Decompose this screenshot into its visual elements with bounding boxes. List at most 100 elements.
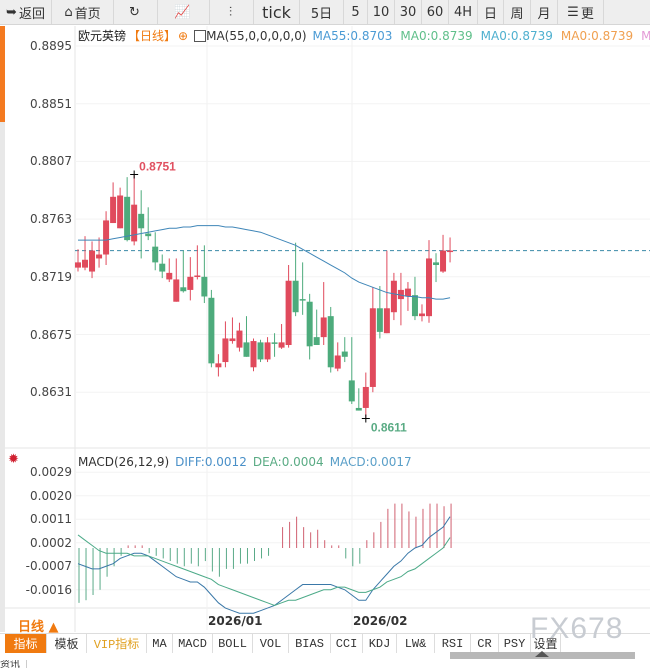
indicator-tabs: 指标 模板 VIP指标 MA MACD BOLL VOL BIAS CCI KDJ LW& RSI CR… — [0, 633, 650, 653]
toolbar-item-月[interactable]: 月 — [531, 0, 558, 24]
candle-body — [418, 313, 425, 317]
macd-tick-label: 0.0029 — [30, 465, 72, 480]
candle-body — [264, 342, 271, 360]
toolbar-item-refresh-icon[interactable]: ↻ — [114, 0, 158, 24]
tab-VIP指标[interactable]: VIP指标 — [87, 634, 147, 653]
crosshair-toggle-icon[interactable]: ⊕ — [178, 28, 189, 43]
ma-settings[interactable]: MA(55,0,0,0,0,0) — [206, 28, 307, 43]
side-handle[interactable] — [0, 26, 5, 122]
candle-body — [75, 262, 81, 268]
toolbar-item-周[interactable]: 周 — [504, 0, 531, 24]
toolbar-label: 60 — [426, 4, 444, 20]
toolbar-item-tick[interactable]: tick — [254, 0, 300, 24]
candle-body — [166, 272, 173, 280]
candle-body — [440, 250, 447, 272]
toolbar-item-60[interactable]: 60 — [422, 0, 449, 24]
tab-CCI[interactable]: CCI — [331, 634, 363, 653]
candle-body — [327, 316, 334, 368]
toolbar-item-5日[interactable]: 5日 — [300, 0, 344, 24]
tab-PSY[interactable]: PSY — [499, 634, 531, 653]
candle-body — [376, 308, 383, 332]
date-tick-label: 2026/01 — [208, 614, 263, 628]
candle-body — [306, 301, 313, 347]
ma-value: MA55:0.8703 — [312, 28, 393, 43]
candle-body — [82, 259, 89, 268]
toolbar-item-日[interactable]: 日 — [478, 0, 504, 24]
toolbar-label: 返回 — [18, 6, 45, 22]
tab-MA[interactable]: MA — [147, 634, 173, 653]
macd-tick-label: -0.0016 — [25, 582, 72, 597]
chart-canvas[interactable]: 0.8751 0.8611 — [0, 0, 650, 632]
price-tick-label: 0.8675 — [30, 327, 72, 342]
candle-body — [383, 308, 390, 334]
toolbar-item-5[interactable]: 5 — [344, 0, 368, 24]
candle-body — [236, 330, 243, 348]
macd-value: MACD:0.0017 — [329, 455, 412, 469]
refresh-icon: ↻ — [129, 4, 140, 20]
candle-body — [404, 288, 411, 297]
macd-title: MACD(26,12,9) — [78, 455, 170, 469]
indicator-chart-icon: 📈 — [174, 4, 191, 20]
toolbar-item-candlestick-icon[interactable]: ⫶ — [210, 0, 254, 24]
toolbar-label: 更 — [580, 6, 594, 22]
price-tick-label: 0.8763 — [30, 212, 72, 227]
candle-body — [334, 355, 341, 369]
price-tick-label: 0.8719 — [30, 269, 72, 284]
tab-CR[interactable]: CR — [471, 634, 499, 653]
candle-body — [348, 380, 355, 402]
diff-value: DIFF:0.0012 — [175, 455, 247, 469]
toolbar-label: 4H — [453, 4, 473, 20]
toolbar-item-10[interactable]: 10 — [368, 0, 395, 24]
bottom-tab-news[interactable]: 资讯 — [0, 660, 27, 668]
tab-RSI[interactable]: RSI — [435, 634, 471, 653]
candle-body — [250, 341, 257, 368]
dea-value: DEA:0.0004 — [252, 455, 324, 469]
tab-设置[interactable]: 设置 — [531, 634, 561, 653]
candle-body — [180, 287, 187, 292]
toolbar-item-首页[interactable]: ⌂ 首页 — [52, 0, 114, 24]
tab-KDJ[interactable]: KDJ — [363, 634, 397, 653]
ma-value: MA0:0.8739 — [400, 28, 473, 43]
toolbar-item-indicator-chart-icon[interactable]: 📈 — [158, 0, 210, 24]
tab-LW&[interactable]: LW& — [397, 634, 435, 653]
tab-BIAS[interactable]: BIAS — [289, 634, 331, 653]
candle-body — [362, 386, 369, 408]
home-icon: ⌂ — [64, 4, 73, 20]
candle-body — [145, 233, 152, 237]
candle-body — [243, 342, 250, 357]
toolbar-label: tick — [262, 2, 291, 22]
toolbar-label: 月 — [537, 6, 551, 22]
candle-body — [299, 299, 306, 301]
tab-模板[interactable]: 模板 — [47, 634, 87, 653]
toolbar-item-30[interactable]: 30 — [395, 0, 422, 24]
toolbar-item-更[interactable]: ☰ 更 — [558, 0, 604, 24]
period-selector[interactable]: 日线 ▲ — [18, 620, 59, 635]
low-marker — [361, 414, 370, 423]
candle-body — [390, 280, 397, 313]
horizontal-scrollbar[interactable] — [450, 651, 635, 659]
period-tag[interactable]: 【日线】 — [128, 29, 177, 43]
toolbar-label: 首页 — [74, 6, 101, 22]
candle-body — [110, 196, 117, 224]
candle-body — [222, 338, 229, 363]
ma-value: MA0:0 — [641, 28, 650, 43]
candle-body — [89, 250, 96, 272]
candle-body — [96, 254, 103, 259]
price-tick-label: 0.8851 — [30, 96, 72, 111]
ma-settings-icon[interactable] — [194, 29, 207, 42]
toolbar-item-4H[interactable]: 4H — [449, 0, 478, 24]
tab-指标[interactable]: 指标 — [5, 634, 47, 653]
tab-VOL[interactable]: VOL — [253, 634, 289, 653]
toolbar-label: 10 — [372, 4, 390, 20]
tab-MACD[interactable]: MACD — [173, 634, 213, 653]
candle-body — [278, 342, 285, 348]
candle-body — [271, 342, 278, 344]
price-tick-label: 0.8895 — [30, 39, 72, 53]
toolbar-item-返回[interactable]: ➥ 返回 — [0, 0, 52, 24]
candle-body — [447, 250, 454, 253]
tab-BOLL[interactable]: BOLL — [213, 634, 253, 653]
toolbar-label: 5 — [351, 4, 360, 20]
candle-body — [397, 289, 404, 300]
top-toolbar: ➥ 返回 ⌂ 首页 ↻ 📈 ⫶ tick 5日 5 10 30 60 4H 日周月 ☰ 更 — [0, 0, 650, 25]
macd-settings-icon[interactable]: ✹ — [8, 452, 19, 467]
